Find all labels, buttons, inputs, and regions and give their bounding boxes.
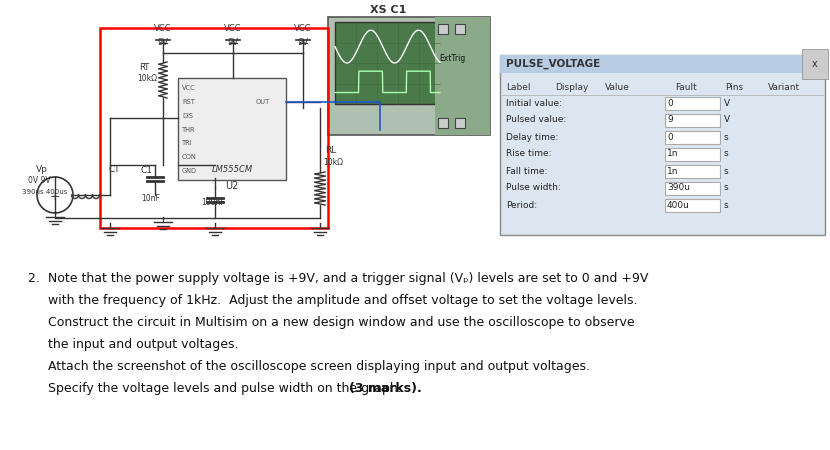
Text: V: V [724, 116, 730, 125]
Text: U2: U2 [225, 181, 239, 191]
Text: Period:: Period: [506, 201, 537, 210]
Bar [665, 199, 720, 212]
Text: XS C1: XS C1 [370, 5, 406, 15]
Text: 9V: 9V [158, 38, 168, 47]
Text: Rise time:: Rise time: [506, 149, 551, 158]
Bar [665, 148, 720, 161]
Text: LM555CM: LM555CM [212, 165, 252, 174]
Text: 10kΩ: 10kΩ [137, 74, 157, 83]
Text: Vp: Vp [36, 165, 48, 174]
Text: ExtTrig: ExtTrig [439, 54, 466, 63]
Text: Pins: Pins [725, 82, 743, 91]
Text: (3 marks).: (3 marks). [349, 382, 422, 395]
Text: Label: Label [506, 82, 530, 91]
Bar [455, 24, 465, 34]
Text: 2.  Note that the power supply voltage is +9V, and a trigger signal (Vₚ) levels : 2. Note that the power supply voltage is… [28, 272, 648, 285]
Bar [500, 55, 825, 73]
Text: 1n: 1n [667, 149, 678, 158]
Bar [665, 165, 720, 178]
Bar [665, 182, 720, 195]
Text: s: s [724, 201, 729, 210]
Bar [455, 118, 465, 128]
Bar [335, 22, 440, 104]
Bar [500, 55, 825, 235]
Bar [178, 78, 286, 180]
Text: VCC: VCC [154, 24, 172, 33]
Text: Variant: Variant [768, 82, 800, 91]
Text: 390u: 390u [667, 184, 690, 193]
Text: s: s [724, 132, 729, 141]
Text: Construct the circuit in Multisim on a new design window and use the oscilloscop: Construct the circuit in Multisim on a n… [28, 316, 635, 329]
Text: the input and output voltages.: the input and output voltages. [28, 338, 238, 351]
Text: s: s [724, 184, 729, 193]
Text: Pulse width:: Pulse width: [506, 184, 561, 193]
Text: TRI: TRI [182, 140, 193, 146]
Bar [328, 17, 490, 135]
Text: VCC: VCC [295, 24, 312, 33]
Text: 0: 0 [667, 99, 673, 108]
Text: Delay time:: Delay time: [506, 132, 559, 141]
Text: DIS: DIS [182, 113, 193, 119]
Text: PULSE_VOLTAGE: PULSE_VOLTAGE [506, 59, 600, 69]
Text: RST: RST [182, 99, 195, 105]
Text: 390us 400us: 390us 400us [22, 189, 67, 195]
Text: THR: THR [182, 127, 196, 133]
Text: 1n: 1n [667, 166, 678, 176]
Text: 400u: 400u [667, 201, 690, 210]
Text: s: s [724, 166, 729, 176]
Bar [438, 118, 448, 128]
Text: 9V: 9V [227, 38, 238, 47]
Text: 9V: 9V [297, 38, 309, 47]
Text: GND: GND [182, 168, 197, 174]
Text: 0V 9V: 0V 9V [28, 176, 51, 185]
Text: Specify the voltage levels and pulse width on the graph.: Specify the voltage levels and pulse wid… [28, 382, 406, 395]
Text: 10nF: 10nF [141, 194, 160, 203]
Text: CT: CT [108, 165, 120, 174]
Text: VCC: VCC [224, 24, 242, 33]
Text: Attach the screenshot of the oscilloscope screen displaying input and output vol: Attach the screenshot of the oscilloscop… [28, 360, 590, 373]
Text: C1: C1 [140, 166, 152, 175]
Bar [665, 131, 720, 144]
Bar [665, 97, 720, 110]
Text: Value: Value [605, 82, 630, 91]
Text: V: V [724, 99, 730, 108]
Text: 100nF: 100nF [201, 198, 225, 207]
Text: with the frequency of 1kHz.  Adjust the amplitude and offset voltage to set the : with the frequency of 1kHz. Adjust the a… [28, 294, 637, 307]
Text: s: s [724, 149, 729, 158]
Text: RT: RT [139, 63, 149, 72]
Text: RL: RL [325, 146, 336, 155]
Bar [665, 114, 720, 127]
Text: 10kΩ: 10kΩ [323, 158, 343, 167]
Text: Pulsed value:: Pulsed value: [506, 116, 566, 125]
Text: 9: 9 [667, 116, 673, 125]
Text: CON: CON [182, 154, 197, 160]
Bar [438, 24, 448, 34]
Text: 0: 0 [667, 132, 673, 141]
Bar [100, 28, 328, 228]
Text: x: x [812, 59, 818, 69]
Text: +: + [50, 189, 61, 202]
Text: Initial value:: Initial value: [506, 99, 562, 108]
Text: VCC: VCC [182, 85, 196, 91]
Text: Fault: Fault [675, 82, 696, 91]
Text: Display: Display [555, 82, 588, 91]
Text: OUT: OUT [256, 99, 271, 105]
Text: Fall time:: Fall time: [506, 166, 547, 176]
Bar [435, 17, 490, 135]
